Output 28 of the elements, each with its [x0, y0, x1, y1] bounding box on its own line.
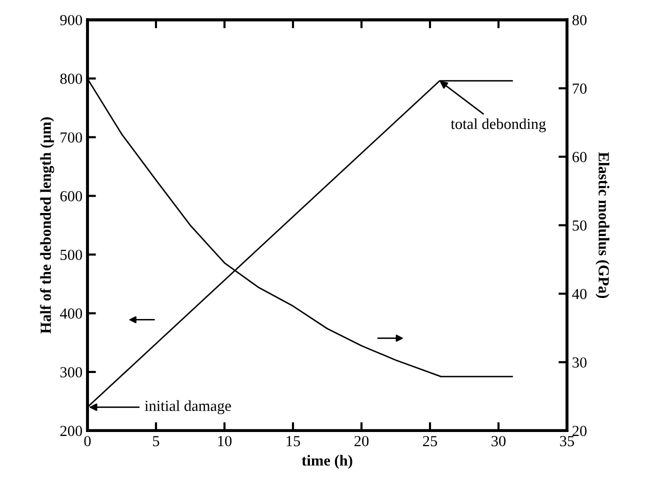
x-tick-label: 20 — [354, 436, 369, 446]
y-tick-label: 900 — [60, 14, 82, 26]
y2-tick-label: 60 — [572, 152, 587, 162]
x-tick-label: 10 — [218, 436, 232, 446]
y-tick-label: 800 — [60, 74, 82, 84]
y-tick-label: 200 — [60, 426, 82, 436]
y-tick-label: 600 — [60, 191, 82, 202]
y-axis-title: Half of the debonded length (µm) — [40, 117, 54, 334]
y2-tick-label: 50 — [572, 220, 587, 231]
y2-axis-title: Elastic modulus (GPa) — [596, 152, 610, 298]
x-tick-label: 0 — [84, 436, 91, 446]
annotation: total debonding — [450, 118, 546, 132]
y2-tick-label: 20 — [572, 426, 587, 436]
y-tick-label: 400 — [60, 308, 82, 319]
y2-tick-label: 40 — [572, 288, 587, 300]
y-tick-label: 500 — [60, 250, 82, 260]
x-tick-label: 15 — [286, 436, 300, 446]
y2-tick-label: 70 — [572, 83, 587, 94]
x-tick-label: 35 — [560, 436, 574, 446]
y2-tick-label: 80 — [572, 14, 587, 26]
x-tick-label: 5 — [153, 436, 160, 446]
y-tick-label: 700 — [60, 132, 82, 143]
y-tick-label: 300 — [60, 367, 82, 378]
x-axis-title: time (h) — [302, 454, 352, 469]
x-tick-label: 30 — [492, 436, 506, 446]
y2-tick-label: 30 — [572, 357, 587, 368]
annotation: initial damage — [144, 400, 231, 414]
x-tick-label: 25 — [423, 436, 438, 446]
